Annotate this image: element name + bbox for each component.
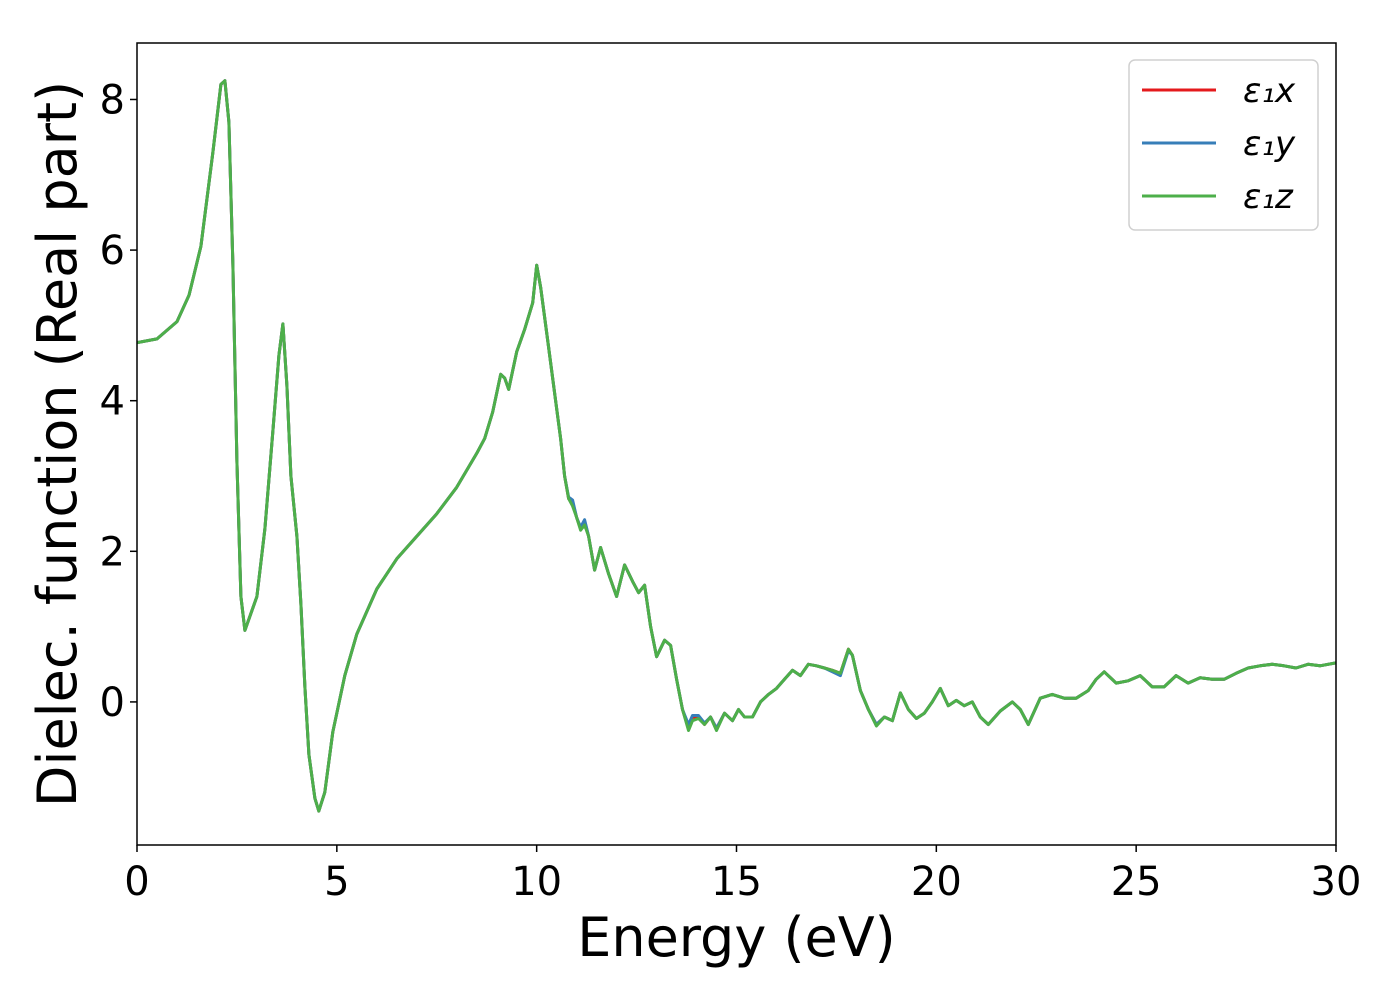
y-tick-label: 8 [100,77,125,123]
legend-label-x: ε₁x [1243,71,1296,111]
x-tick-label: 30 [1311,859,1362,905]
legend-label-y: ε₁y [1243,124,1296,164]
x-axis-ticks: 0 5 10 15 20 25 30 [124,845,1361,905]
x-tick-label: 5 [324,859,349,905]
series-layer [137,79,1336,813]
y-tick-label: 4 [100,379,125,425]
y-tick-label: 2 [100,529,125,575]
x-axis-label: Energy (eV) [577,906,896,969]
x-tick-label: 0 [124,859,149,905]
x-tick-label: 20 [911,859,962,905]
y-axis-ticks: 0 2 4 6 8 [100,77,137,726]
x-tick-label: 10 [511,859,562,905]
legend: ε₁x ε₁y ε₁z [1128,59,1319,231]
series-line-z [137,79,1336,813]
x-tick-label: 15 [711,859,762,905]
legend-label-z: ε₁z [1243,177,1294,217]
y-tick-label: 6 [100,228,125,274]
y-axis-label: Dielec. function (Real part) [26,81,89,807]
y-tick-label: 0 [100,680,125,726]
x-tick-label: 25 [1111,859,1162,905]
legend-box [1128,59,1319,231]
